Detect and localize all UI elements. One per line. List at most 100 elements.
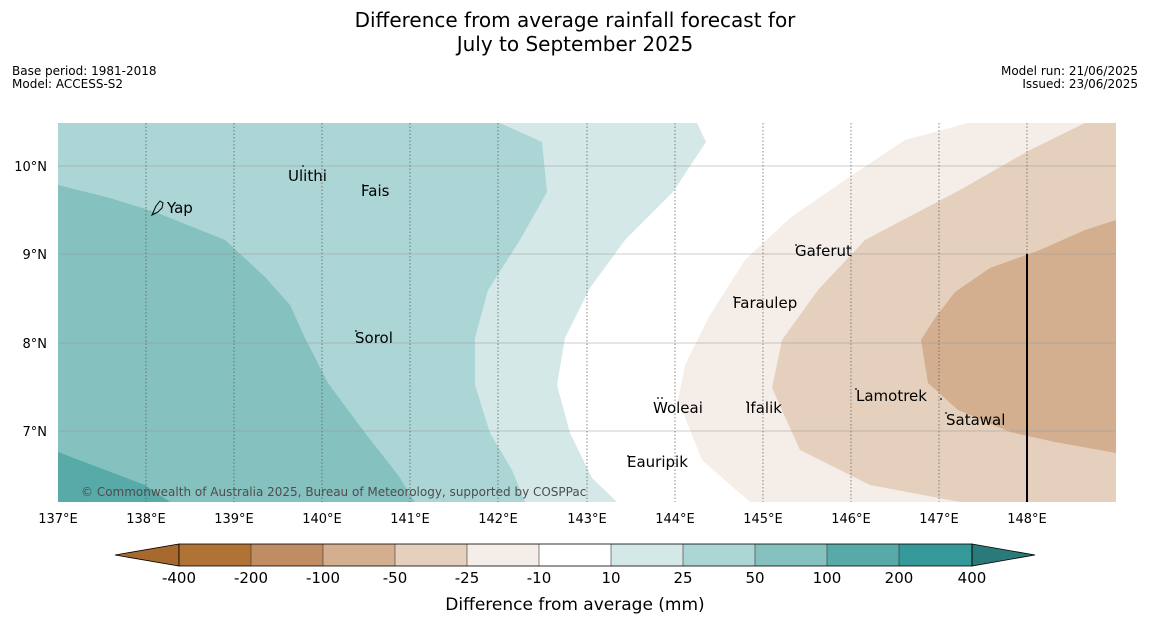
- place-marker: [855, 388, 857, 390]
- title-line-1: Difference from average rainfall forecas…: [354, 8, 796, 32]
- colorbar: -400 -200 -100 -50 -25 -10 10 25 50 100 …: [114, 543, 1036, 615]
- colorbar-title: Difference from average (mm): [445, 595, 704, 615]
- place-yap: Yap: [166, 199, 193, 217]
- place-marker: [945, 412, 947, 414]
- place-marker: [661, 397, 663, 399]
- place-marker: [657, 397, 659, 399]
- place-eauripik: Eauripik: [627, 453, 688, 471]
- place-label-satawal: Satawal: [946, 411, 1005, 429]
- place-label-eauripik: Eauripik: [627, 453, 688, 471]
- lon-tick-142e: 142°E: [478, 512, 518, 527]
- place-marker: [795, 244, 797, 246]
- colorbar-segment: [827, 544, 899, 566]
- place-marker: [302, 165, 304, 167]
- place-marker: [355, 330, 357, 332]
- place-marker: [362, 184, 364, 186]
- place-marker: [733, 296, 735, 298]
- lat-tick-7n: 7°N: [23, 425, 48, 440]
- colorbar-segment: [611, 544, 683, 566]
- place-label-gaferut: Gaferut: [795, 242, 852, 260]
- meta-right: Model run: 21/06/2025 Issued: 23/06/2025: [1001, 65, 1138, 91]
- model-text: Model: ACCESS-S2: [12, 77, 124, 91]
- colorbar-segment: [395, 544, 467, 566]
- copyright-text: © Commonwealth of Australia 2025, Bureau…: [81, 485, 586, 499]
- contour-50-100: [58, 185, 415, 502]
- lon-tick-147e: 147°E: [919, 512, 959, 527]
- lat-tick-8n: 8°N: [23, 337, 48, 352]
- title-line-2: July to September 2025: [456, 32, 694, 56]
- colorbar-label: 400: [958, 569, 987, 587]
- place-faraulep: Faraulep: [733, 294, 797, 312]
- place-label-ifalik: Ifalik: [746, 399, 782, 417]
- lon-tick-139e: 139°E: [214, 512, 254, 527]
- colorbar-label: -10: [527, 569, 552, 587]
- colorbar-segment: [683, 544, 755, 566]
- colorbar-label: -200: [234, 569, 268, 587]
- colorbar-segment: [467, 544, 539, 566]
- place-label-sorol: Sorol: [355, 329, 393, 347]
- colorbar-label: 200: [885, 569, 914, 587]
- place-label-ulithi: Ulithi: [288, 167, 327, 185]
- colorbar-label: -50: [383, 569, 408, 587]
- place-sorol: Sorol: [355, 329, 393, 347]
- lon-tick-144e: 144°E: [655, 512, 695, 527]
- lat-tick-9n: 9°N: [23, 248, 48, 263]
- colorbar-label: -400: [162, 569, 196, 587]
- map-area: [58, 123, 1116, 502]
- place-woleai: Woleai: [653, 397, 703, 417]
- colorbar-segment: [323, 544, 395, 566]
- place-label-woleai: Woleai: [653, 399, 703, 417]
- place-marker: [940, 398, 942, 400]
- colorbar-label: 25: [673, 569, 692, 587]
- colorbar-segment: [251, 544, 323, 566]
- colorbar-label: -100: [306, 569, 340, 587]
- place-gaferut: Gaferut: [795, 242, 852, 260]
- chart-title: Difference from average rainfall forecas…: [0, 8, 1150, 56]
- colorbar-segment: [179, 544, 251, 566]
- lon-tick-141e: 141°E: [390, 512, 430, 527]
- lon-tick-148e: 148°E: [1007, 512, 1047, 527]
- yap-island-outline: [150, 200, 164, 217]
- lon-tick-138e: 138°E: [126, 512, 166, 527]
- meta-left: Base period: 1981-2018 Model: ACCESS-S2: [12, 65, 157, 91]
- lat-tick-10n: 10°N: [14, 160, 47, 175]
- contour-m100-m50: [921, 220, 1116, 453]
- colorbar-outline: [178, 543, 973, 567]
- colorbar-segment: [899, 544, 972, 566]
- place-ifalik: Ifalik: [746, 399, 782, 417]
- colorbar-dividers: [250, 544, 900, 566]
- colorbar-label: 10: [601, 569, 620, 587]
- colorbar-label: -25: [455, 569, 480, 587]
- colorbar-extend-high: [971, 543, 1036, 567]
- contour-100-200: [58, 452, 170, 502]
- colorbar-label: 100: [813, 569, 842, 587]
- place-marker: [627, 455, 629, 457]
- place-ulithi: Ulithi: [288, 165, 327, 185]
- model-run-text: Model run: 21/06/2025: [1000, 64, 1138, 78]
- lon-gridlines: [145, 123, 1028, 502]
- place-fais: Fais: [361, 182, 390, 200]
- lon-tick-146e: 146°E: [831, 512, 871, 527]
- lon-tick-labels: 137°E 138°E 139°E 140°E 141°E 142°E 143°…: [38, 512, 1047, 527]
- lon-tick-137e: 137°E: [38, 512, 78, 527]
- colorbar-segment: [755, 544, 827, 566]
- lat-tick-labels: 10°N 9°N 8°N 7°N: [14, 160, 47, 440]
- colorbar-extend-low: [114, 543, 180, 567]
- issued-text: Issued: 23/06/2025: [1022, 77, 1138, 91]
- place-label-yap: Yap: [166, 199, 193, 217]
- place-lamotrek: Lamotrek: [855, 387, 942, 405]
- lon-tick-143e: 143°E: [567, 512, 607, 527]
- base-period-text: Base period: 1981-2018: [12, 64, 157, 78]
- lon-tick-140e: 140°E: [302, 512, 342, 527]
- place-marker: [746, 401, 748, 403]
- place-labels: Ulithi Fais Yap Gaferut Faraulep Sorol L…: [166, 165, 1005, 471]
- place-label-fais: Fais: [361, 182, 390, 200]
- lon-tick-145e: 145°E: [743, 512, 783, 527]
- colorbar-labels: -400 -200 -100 -50 -25 -10 10 25 50 100 …: [162, 569, 986, 587]
- colorbar-label: 50: [745, 569, 764, 587]
- colorbar-segment: [539, 544, 611, 566]
- place-label-lamotrek: Lamotrek: [856, 387, 927, 405]
- place-satawal: Satawal: [945, 411, 1005, 429]
- place-label-faraulep: Faraulep: [733, 294, 797, 312]
